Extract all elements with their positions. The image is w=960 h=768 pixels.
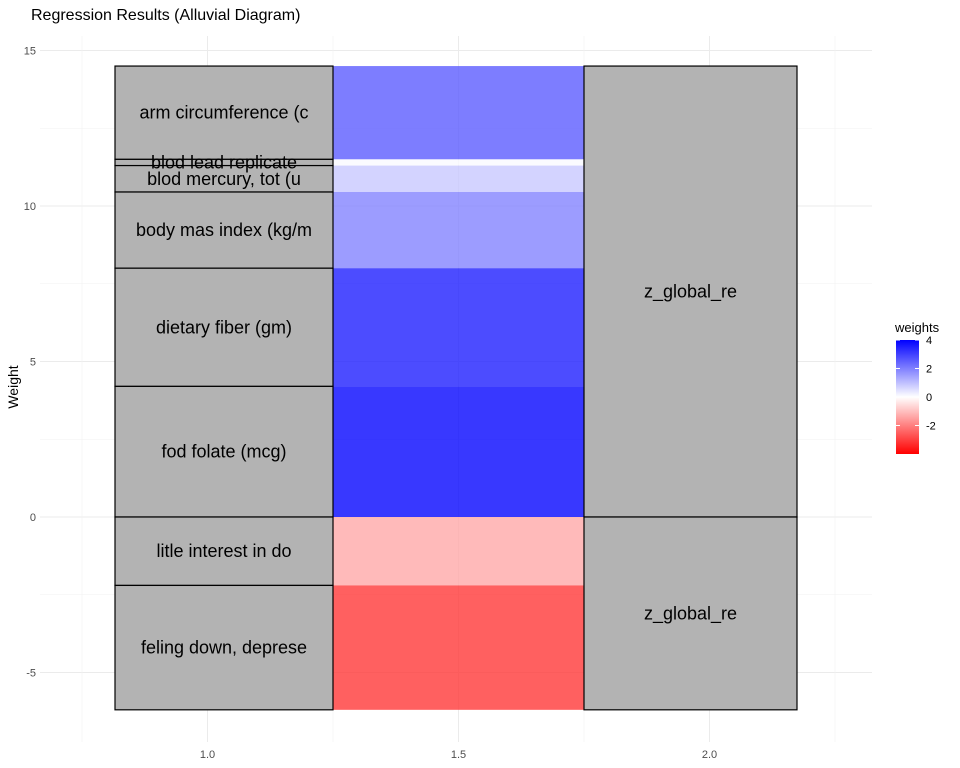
y-tick-label: -5 <box>26 668 36 680</box>
stratum-label: feling down, deprese <box>141 638 307 658</box>
stratum-label: arm circumference (c <box>139 103 308 123</box>
legend-tick-label: 0 <box>926 392 932 404</box>
stratum-left <box>114 385 334 518</box>
stratum-right <box>583 516 798 711</box>
axis-layer: -5 0 5 10 15 1.0 1.5 2.0 <box>24 46 717 762</box>
flow-band <box>333 159 584 166</box>
x-tick-label: 1.0 <box>200 749 215 761</box>
legend-colorbar <box>896 340 919 454</box>
stratum-left <box>114 267 334 387</box>
x-tick-label: 1.5 <box>451 749 466 761</box>
y-tick-label: 0 <box>30 512 36 524</box>
flow-band <box>333 268 584 387</box>
stratum-left <box>114 65 334 160</box>
legend: weights 4 2 0 -2 <box>894 320 940 454</box>
legend-ticks: 4 2 0 -2 <box>896 335 936 433</box>
y-tick-label: 5 <box>30 357 36 369</box>
stratum-label: blod lead replicate <box>151 152 297 172</box>
stratum-label: z_global_re <box>644 603 737 624</box>
flow-band <box>333 585 584 710</box>
stratum-label: litle interest in do <box>156 541 291 561</box>
y-tick-label: 15 <box>24 46 36 58</box>
stratum-label: z_global_re <box>644 282 737 303</box>
chart-title: Regression Results (Alluvial Diagram) <box>31 7 300 24</box>
legend-title: weights <box>894 320 940 335</box>
stratum-label: fod folate (mcg) <box>161 442 286 462</box>
legend-tick-label: -2 <box>926 421 936 433</box>
y-tick-label: 10 <box>24 201 36 213</box>
legend-tick-label: 2 <box>926 364 932 376</box>
flow-band <box>333 66 584 160</box>
stratum-right <box>583 65 798 518</box>
flow-band <box>333 386 584 517</box>
flow-band <box>333 517 584 586</box>
stratum-label: dietary fiber (gm) <box>156 317 292 337</box>
stratum-label: blod mercury, tot (u <box>147 169 301 189</box>
x-tick-label: 2.0 <box>702 749 717 761</box>
stratum-left <box>114 584 334 711</box>
flow-layer <box>333 66 584 710</box>
legend-tick-label: 4 <box>926 335 932 347</box>
flow-band <box>333 192 584 269</box>
stratum-left <box>114 516 334 587</box>
flow-band <box>333 165 584 193</box>
y-axis-title: Weight <box>5 365 21 408</box>
stratum-label: body mas index (kg/m <box>136 220 312 240</box>
